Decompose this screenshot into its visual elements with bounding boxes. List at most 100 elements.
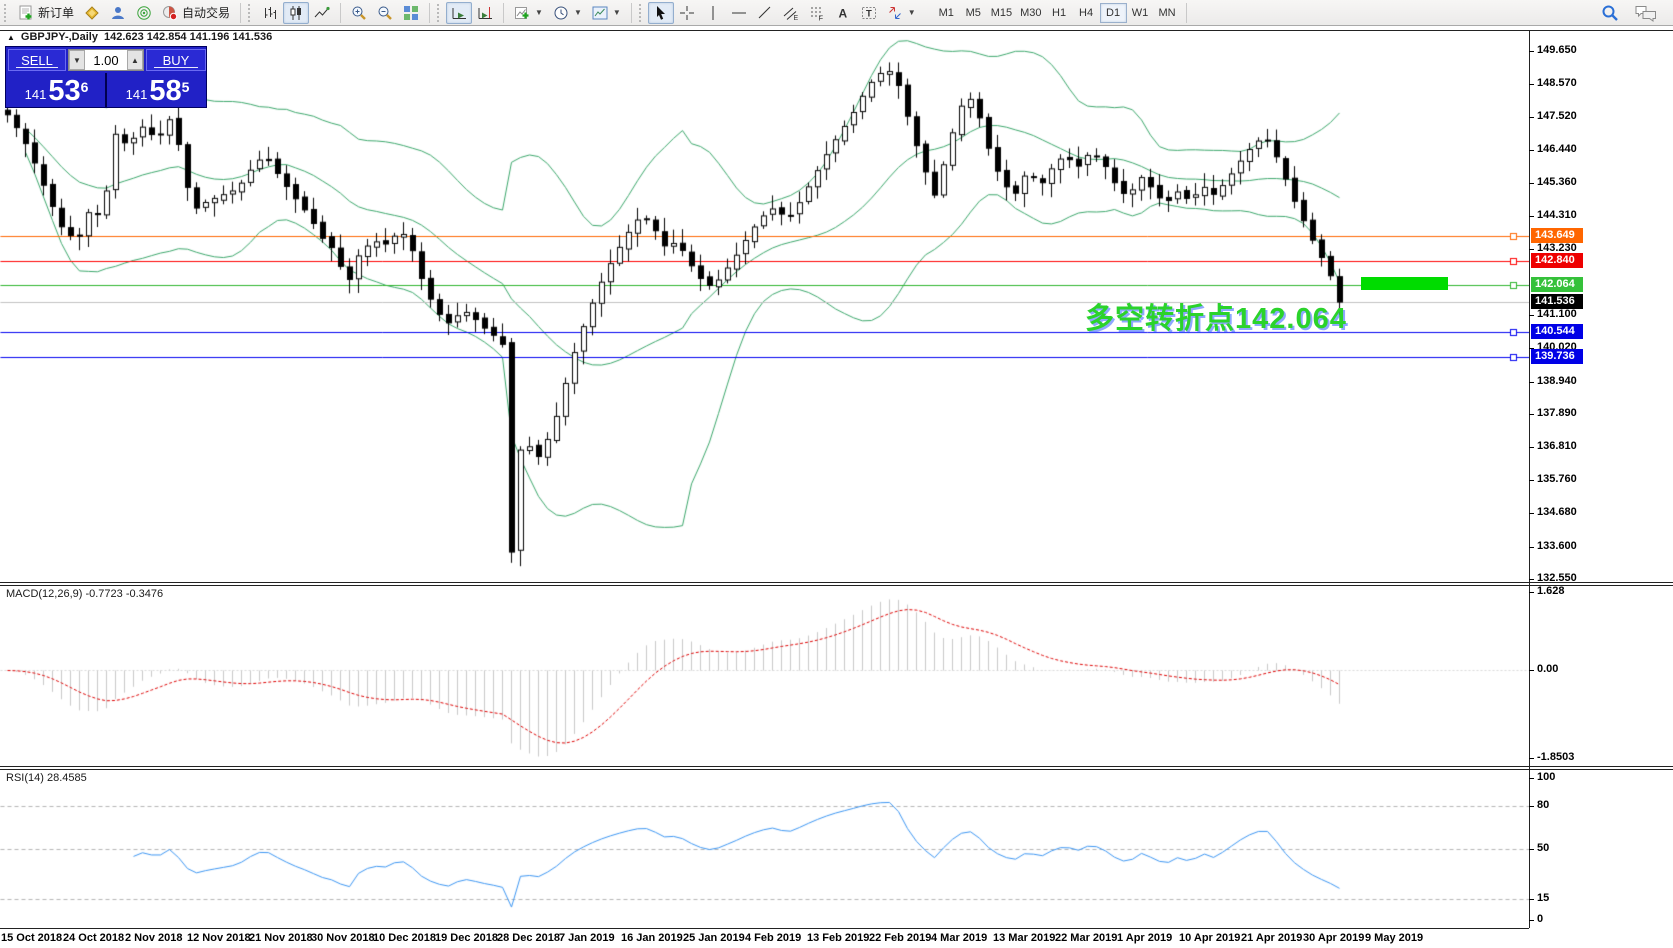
- arrows-button[interactable]: ▼: [882, 2, 921, 24]
- toolbar-grip: [437, 3, 442, 22]
- current-price-tag: 141.536: [1531, 293, 1583, 309]
- date-label: 10 Dec 2018: [373, 932, 436, 944]
- text-button[interactable]: A: [830, 2, 856, 24]
- chart-title: ▲ GBPJPY-,Daily 142.623 142.854 141.196 …: [7, 31, 272, 43]
- buy-price[interactable]: 141 58 5: [109, 73, 206, 107]
- buy-button[interactable]: BUY: [146, 49, 206, 71]
- rsi-label: RSI(14) 28.4585: [6, 772, 87, 784]
- price-tick: 141.100: [1529, 308, 1577, 321]
- rsi-axis-tick: 100: [1528, 771, 1556, 783]
- timeframe-button-W1[interactable]: W1: [1131, 6, 1149, 19]
- price-tick: 147.520: [1529, 109, 1577, 122]
- date-label: 16 Jan 2019: [621, 932, 683, 944]
- svg-text:E: E: [793, 15, 798, 21]
- arrows-icon: [887, 5, 903, 21]
- date-label: 30 Nov 2018: [311, 932, 375, 944]
- fibonacci-icon: F: [809, 5, 825, 21]
- level-price-tag: 140.544: [1531, 324, 1583, 340]
- horizontal-line-button[interactable]: [726, 2, 752, 24]
- sell-price[interactable]: 141 53 6: [8, 73, 107, 107]
- timeframe-button-H1[interactable]: H1: [1052, 6, 1067, 19]
- zoom-out-button[interactable]: [372, 2, 398, 24]
- panel-collapse-icon[interactable]: ▲: [7, 32, 15, 42]
- toolbar-separator: [1185, 2, 1187, 23]
- pane-separator[interactable]: [0, 766, 1673, 767]
- highlight-bar[interactable]: [1361, 277, 1448, 290]
- community-button[interactable]: [105, 2, 131, 24]
- price-tick: 137.890: [1529, 407, 1577, 420]
- pane-separator[interactable]: [0, 769, 1673, 770]
- line-chart-button[interactable]: [309, 2, 335, 24]
- periods-button[interactable]: ▼: [548, 2, 587, 24]
- indicators-add-icon: [514, 5, 530, 21]
- sell-label: SELL: [21, 52, 53, 68]
- line-chart-icon: [314, 5, 330, 21]
- toolbar-separator: [503, 2, 505, 23]
- autotrading-button[interactable]: 自动交易: [157, 2, 235, 24]
- chart-shift-button[interactable]: [472, 2, 498, 24]
- timeframe-button-M1[interactable]: M1: [938, 6, 954, 19]
- timeframe-button-M30[interactable]: M30: [1020, 6, 1042, 19]
- text-label-icon: T: [861, 5, 877, 21]
- pane-separator[interactable]: [0, 585, 1673, 586]
- autotrading-label: 自动交易: [182, 6, 231, 20]
- crosshair-button[interactable]: [674, 2, 700, 24]
- trendline-button[interactable]: [752, 2, 778, 24]
- trendline-icon: [757, 5, 773, 21]
- zoom-in-button[interactable]: [346, 2, 372, 24]
- search-icon[interactable]: [1601, 4, 1619, 22]
- market-watch-button[interactable]: [79, 2, 105, 24]
- volume-decrease-button[interactable]: ▼: [69, 50, 85, 70]
- equidistant-channel-button[interactable]: E: [778, 2, 804, 24]
- rsi-axis-tick: 15: [1528, 891, 1550, 904]
- macd-axis-tick: 1.628: [1529, 585, 1565, 597]
- svg-text:F: F: [818, 13, 823, 21]
- toolbar-grip: [248, 3, 253, 22]
- auto-scroll-button[interactable]: [446, 1, 473, 24]
- candlestick-chart-button[interactable]: [283, 1, 310, 24]
- level-price-tag: 139.736: [1531, 349, 1583, 365]
- volume-input[interactable]: [85, 50, 127, 70]
- price-chart-canvas[interactable]: [0, 26, 1529, 928]
- chart-top-border: [0, 30, 1673, 31]
- chart-template-button[interactable]: ▼: [587, 2, 626, 24]
- price-tick: 148.570: [1529, 77, 1577, 90]
- date-label: 13 Feb 2019: [807, 932, 870, 944]
- new-order-button[interactable]: 新订单: [13, 2, 79, 24]
- date-label: 4 Mar 2019: [931, 932, 988, 944]
- sell-button[interactable]: SELL: [8, 49, 66, 71]
- rsi-axis-tick: 80: [1528, 799, 1550, 812]
- chevron-down-icon: ▼: [612, 8, 621, 17]
- rsi-axis-tick: 50: [1528, 842, 1550, 854]
- fibonacci-button[interactable]: F: [804, 2, 830, 24]
- tile-windows-button[interactable]: [398, 2, 424, 24]
- bar-chart-button[interactable]: [257, 2, 283, 24]
- horizontal-line-icon: [731, 5, 747, 21]
- text-label-button[interactable]: T: [856, 2, 882, 24]
- pane-separator[interactable]: [0, 582, 1673, 583]
- cursor-button[interactable]: [647, 1, 674, 24]
- bull-bear-pivot-annotation[interactable]: 多空转折点142.064: [1085, 303, 1347, 335]
- chat-icon[interactable]: [1635, 4, 1657, 22]
- svg-text:T: T: [866, 8, 872, 19]
- cursor-icon: [653, 5, 669, 21]
- auto-scroll-icon: [451, 5, 467, 21]
- timeframe-button-H4[interactable]: H4: [1079, 6, 1094, 19]
- timeframe-button-M15[interactable]: M15: [990, 6, 1013, 19]
- timeframe-button-MN[interactable]: MN: [1158, 6, 1176, 19]
- indicators-add-button[interactable]: ▼: [509, 2, 548, 24]
- chevron-down-icon: ▼: [573, 8, 582, 17]
- timeframe-button-M5[interactable]: M5: [965, 6, 981, 19]
- signals-button[interactable]: [131, 2, 157, 24]
- buy-price-figure: 141: [125, 87, 148, 102]
- vertical-line-button[interactable]: [700, 2, 726, 24]
- timeframe-button-D1[interactable]: D1: [1099, 2, 1127, 23]
- volume-increase-button[interactable]: ▲: [127, 50, 143, 70]
- toolbar-separator: [429, 2, 431, 23]
- macd-axis-tick: 0.00: [1528, 663, 1559, 675]
- toolbar: 新订单 自动交易: [0, 0, 1673, 26]
- price-tick: 135.760: [1529, 472, 1577, 485]
- new-order-icon: [18, 5, 34, 21]
- symbol-period-label: GBPJPY-,Daily: [20, 31, 98, 43]
